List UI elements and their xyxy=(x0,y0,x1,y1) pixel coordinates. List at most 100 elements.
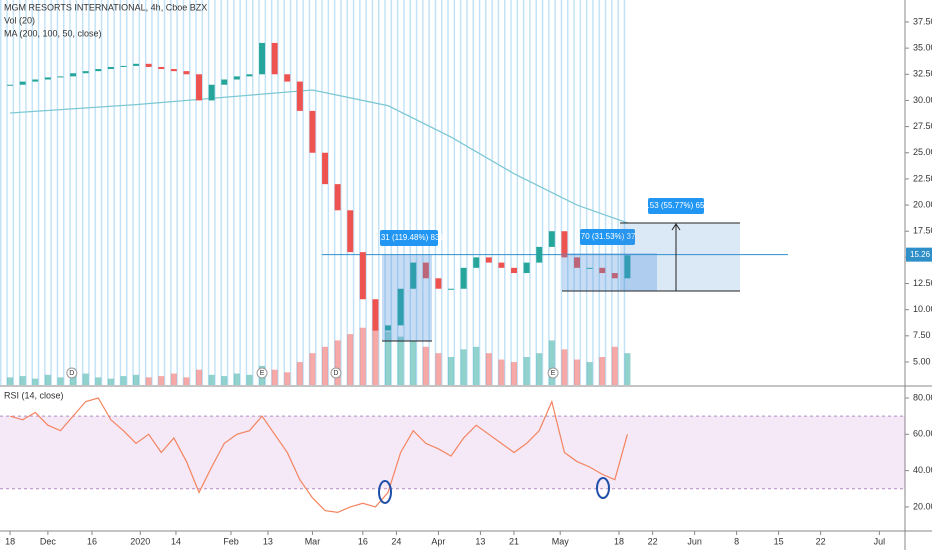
candle xyxy=(435,278,442,289)
rsi-line xyxy=(9,397,628,514)
y-tick-label: 25.00 xyxy=(913,147,932,157)
volume-bar xyxy=(44,374,51,385)
x-tick-label: 21 xyxy=(509,536,519,546)
last-price-box xyxy=(906,247,932,262)
volume-bar xyxy=(498,359,505,385)
volume-bar xyxy=(107,378,114,385)
candle xyxy=(599,267,606,274)
volume-bar xyxy=(221,376,228,385)
volume-bar xyxy=(170,373,177,385)
x-tick-label: 8 xyxy=(734,536,739,546)
measure-box xyxy=(382,254,432,341)
volume-bar xyxy=(296,362,303,385)
candle xyxy=(183,71,190,75)
volume-bar xyxy=(485,353,492,385)
y-tick-label: 32.50 xyxy=(913,69,932,79)
x-tick-label: Apr xyxy=(431,536,445,546)
volume-bar xyxy=(95,377,102,385)
y-tick-label: 7.50 xyxy=(913,330,931,340)
candle xyxy=(259,42,266,75)
event-label: D xyxy=(333,370,338,377)
volume-bar xyxy=(372,321,379,385)
candle xyxy=(347,210,354,253)
volume-bar xyxy=(82,373,89,385)
measure-label-box xyxy=(380,230,438,246)
candle xyxy=(372,299,379,331)
measure-box xyxy=(620,223,740,291)
candle xyxy=(7,84,14,86)
y-tick-label: 12.50 xyxy=(913,278,932,288)
volume-bar xyxy=(548,340,555,385)
x-tick-label: 24 xyxy=(391,536,401,546)
x-tick-label: Jul xyxy=(874,536,886,546)
measure-arrow-head xyxy=(671,223,681,231)
x-tick-label: 14 xyxy=(171,536,181,546)
candle xyxy=(57,76,64,78)
volume-bar xyxy=(385,331,392,385)
event-marker xyxy=(547,367,559,379)
x-tick-label: 18 xyxy=(614,536,624,546)
rsi-band xyxy=(0,416,905,489)
volume-bar xyxy=(574,359,581,385)
candle xyxy=(498,262,505,268)
candle xyxy=(233,76,240,80)
candle xyxy=(19,81,26,85)
x-tick-label: May xyxy=(552,536,570,546)
candle xyxy=(133,63,140,66)
volume-bar xyxy=(347,334,354,385)
x-tick-label: 16 xyxy=(358,536,368,546)
volume-bar xyxy=(284,372,291,385)
event-label: D xyxy=(69,370,74,377)
candle xyxy=(586,267,593,269)
candle xyxy=(221,79,228,85)
x-tick-label: 18 xyxy=(5,536,15,546)
candle xyxy=(460,267,467,289)
x-tick-label: 2020 xyxy=(130,536,150,546)
volume-bar xyxy=(208,374,215,385)
candle xyxy=(359,252,366,300)
volume-bar xyxy=(57,377,64,385)
candle xyxy=(397,288,404,326)
volume-bar xyxy=(397,336,404,385)
event-label: E xyxy=(551,370,556,377)
event-label: E xyxy=(260,370,265,377)
measure-label: 6.53 (55.77%) 653 xyxy=(643,201,709,210)
candle xyxy=(561,231,568,258)
candle xyxy=(624,255,631,279)
volume-bar xyxy=(183,377,190,385)
y-tick-label: 22.50 xyxy=(913,173,932,183)
candle xyxy=(170,69,177,72)
volume-bar xyxy=(246,374,253,385)
candle xyxy=(611,273,618,279)
candle xyxy=(485,257,492,263)
candle xyxy=(322,152,329,185)
x-tick-label: 22 xyxy=(816,536,826,546)
volume-bar xyxy=(599,357,606,385)
candle xyxy=(246,74,253,77)
measure-tools: 8.31 (119.48%) 831 3.70 (31.53%) 370 6.5… xyxy=(374,198,740,342)
candle xyxy=(523,262,530,274)
x-tick-label: 13 xyxy=(263,536,273,546)
candle xyxy=(284,74,291,82)
candle xyxy=(448,288,455,290)
candle xyxy=(70,73,77,77)
candle xyxy=(309,110,316,153)
candle xyxy=(271,42,278,75)
event-marker xyxy=(66,367,78,379)
candle xyxy=(82,71,89,74)
volume-bar xyxy=(586,362,593,385)
volume-bar xyxy=(309,353,316,385)
y-tick-label: 30.00 xyxy=(913,95,932,105)
candle xyxy=(145,63,152,67)
volume-bar xyxy=(359,327,366,385)
x-tick-label: Jun xyxy=(687,536,702,546)
x-tick-label: Feb xyxy=(223,536,239,546)
rsi-label: RSI (14, close) xyxy=(4,390,64,400)
ma-line xyxy=(10,89,628,224)
y-tick-label: 5.00 xyxy=(913,356,931,366)
candle xyxy=(334,184,341,211)
candle xyxy=(158,66,165,70)
candle xyxy=(536,246,543,263)
candle xyxy=(196,74,203,101)
